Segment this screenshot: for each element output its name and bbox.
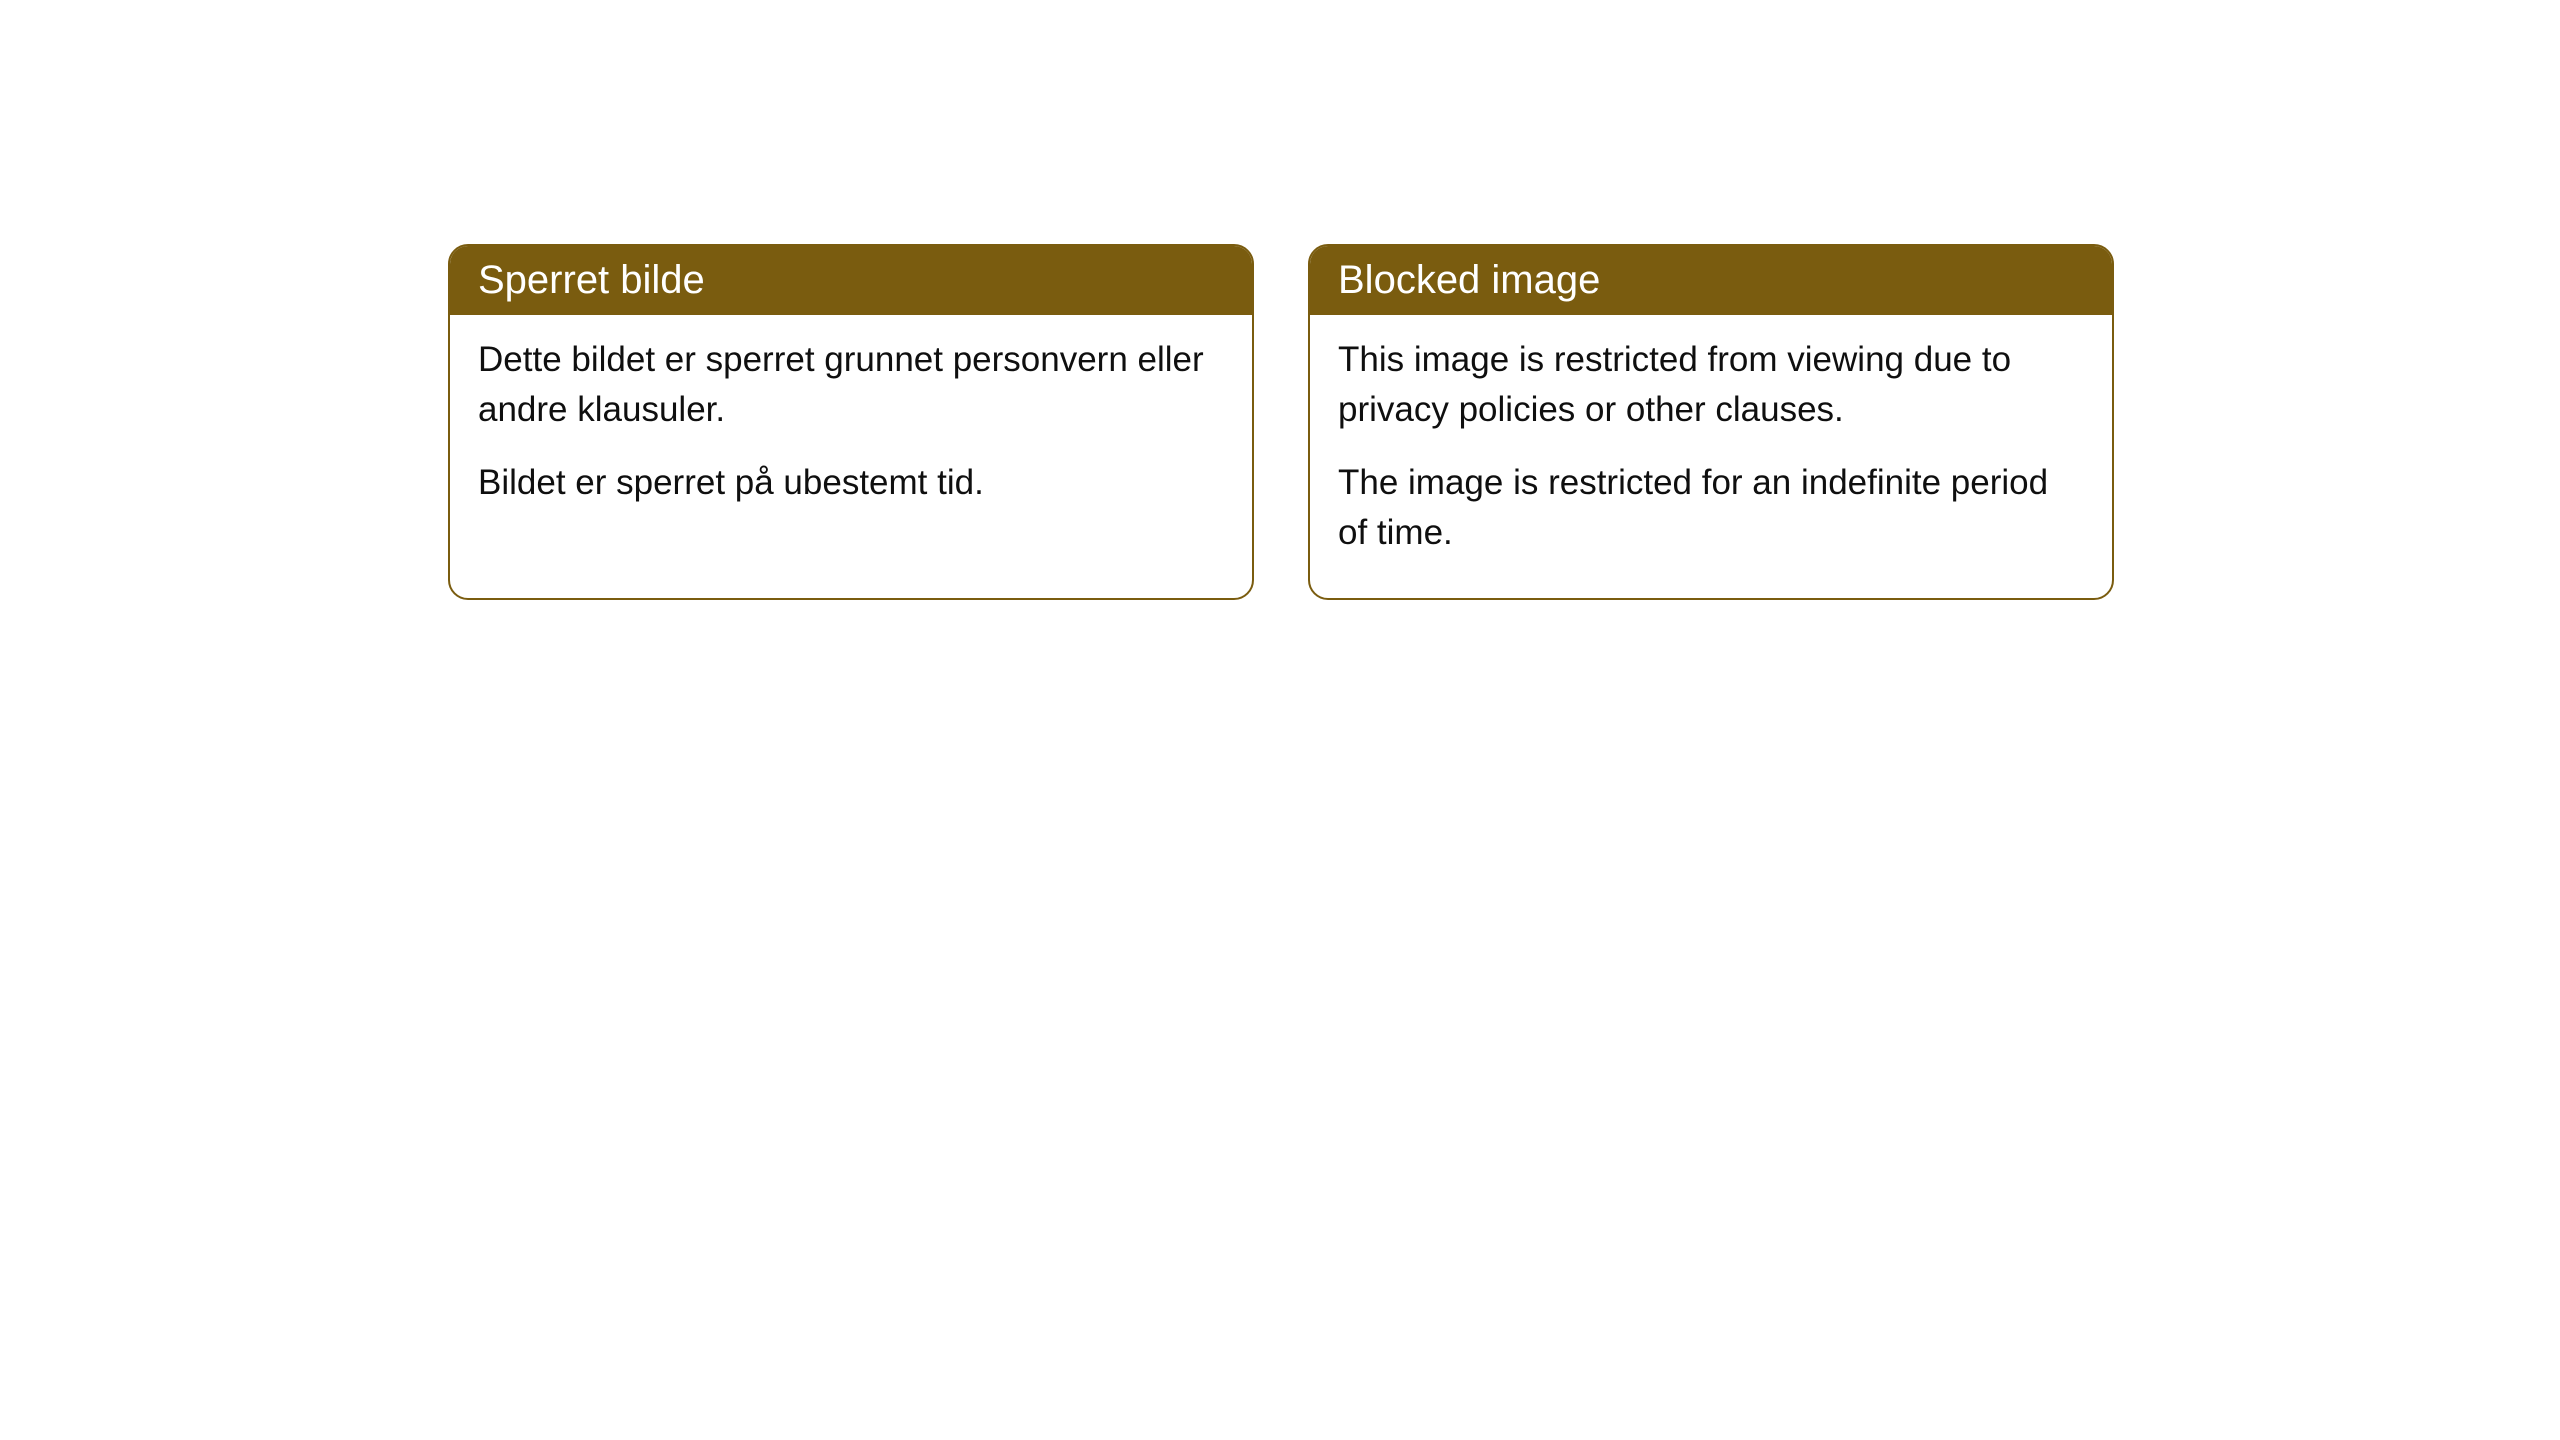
cards-container: Sperret bilde Dette bildet er sperret gr… (0, 0, 2560, 600)
card-norwegian: Sperret bilde Dette bildet er sperret gr… (448, 244, 1254, 600)
card-title-english: Blocked image (1338, 258, 1600, 302)
card-paragraph-2-english: The image is restricted for an indefinit… (1338, 458, 2084, 557)
card-paragraph-1-english: This image is restricted from viewing du… (1338, 335, 2084, 434)
card-title-norwegian: Sperret bilde (478, 258, 705, 302)
card-header-norwegian: Sperret bilde (450, 246, 1252, 315)
card-english: Blocked image This image is restricted f… (1308, 244, 2114, 600)
card-paragraph-2-norwegian: Bildet er sperret på ubestemt tid. (478, 458, 1224, 508)
card-header-english: Blocked image (1310, 246, 2112, 315)
card-paragraph-1-norwegian: Dette bildet er sperret grunnet personve… (478, 335, 1224, 434)
card-body-norwegian: Dette bildet er sperret grunnet personve… (450, 315, 1252, 548)
card-body-english: This image is restricted from viewing du… (1310, 315, 2112, 598)
